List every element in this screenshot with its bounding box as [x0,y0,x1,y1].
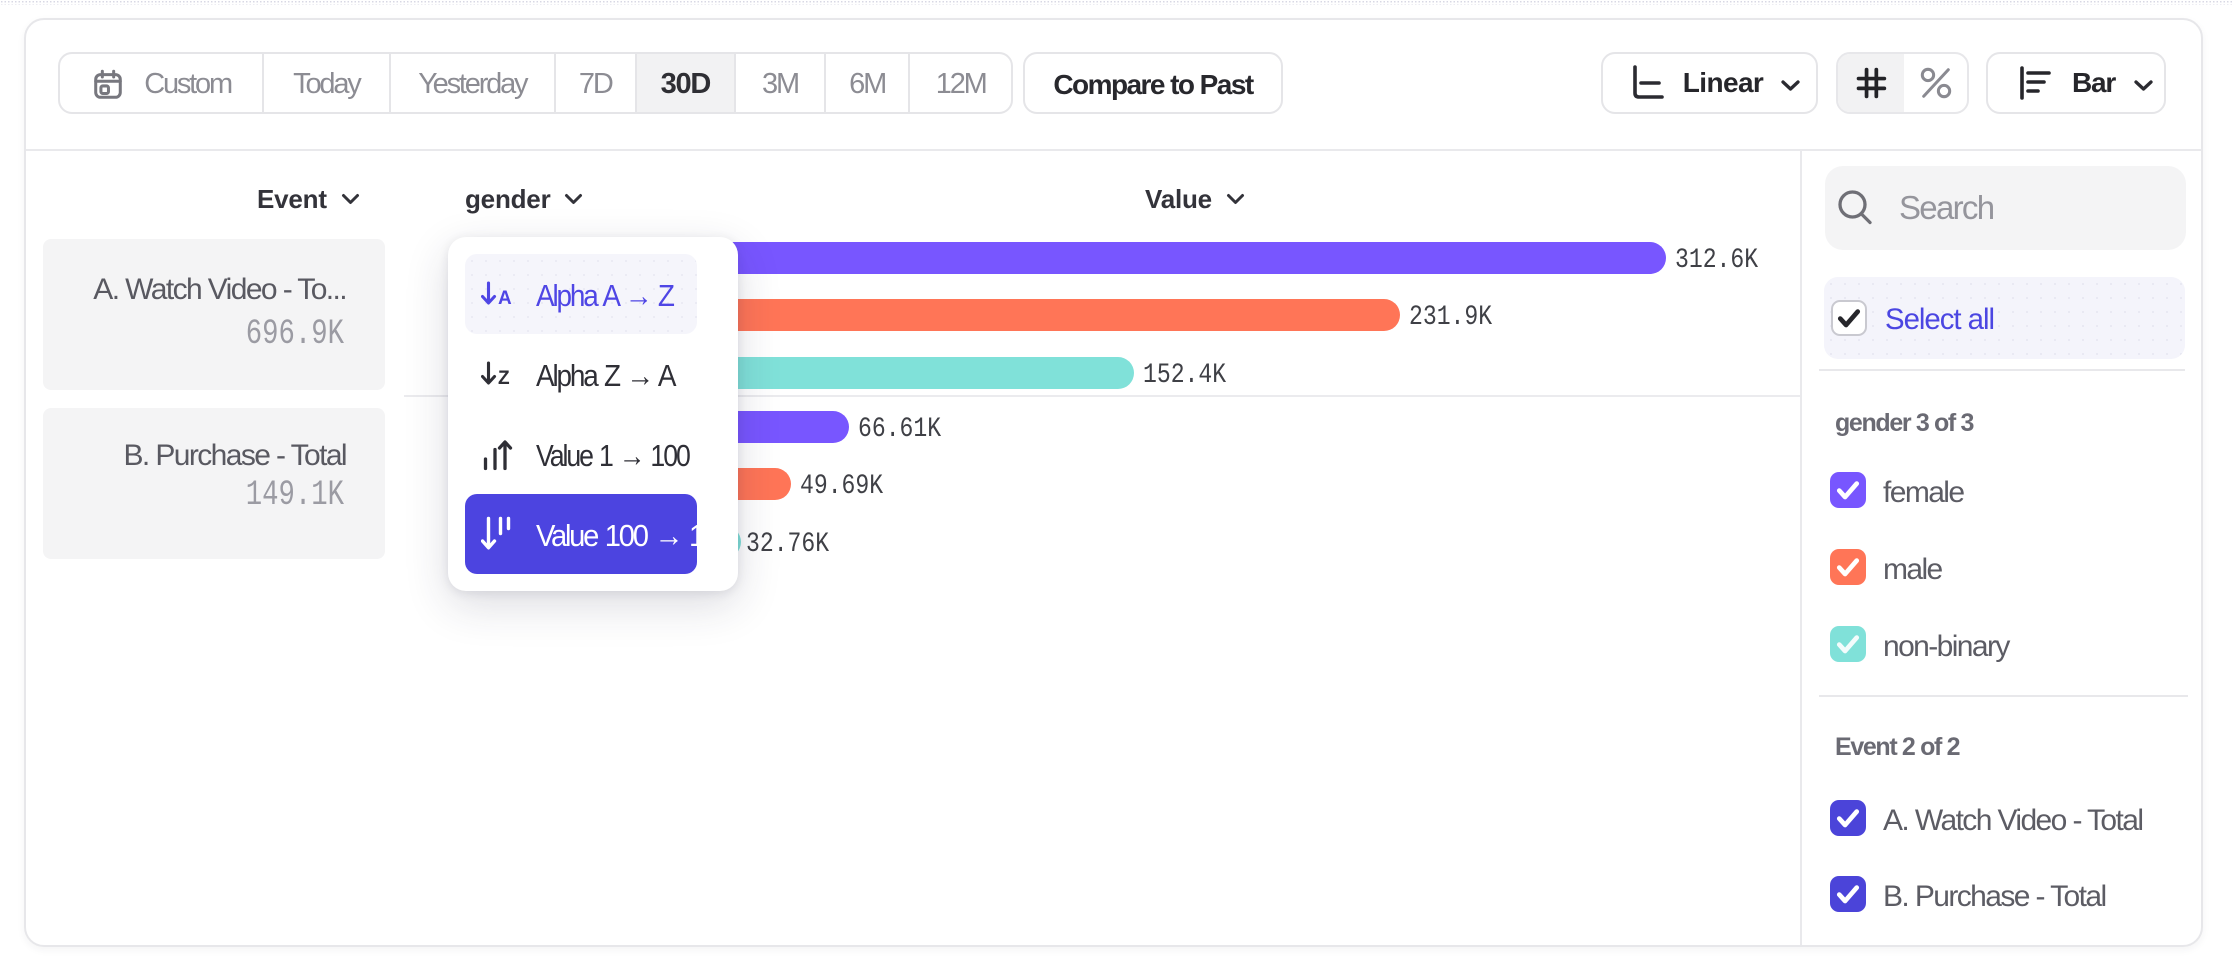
svg-text:A: A [498,288,512,307]
svg-text:Z: Z [498,368,510,387]
